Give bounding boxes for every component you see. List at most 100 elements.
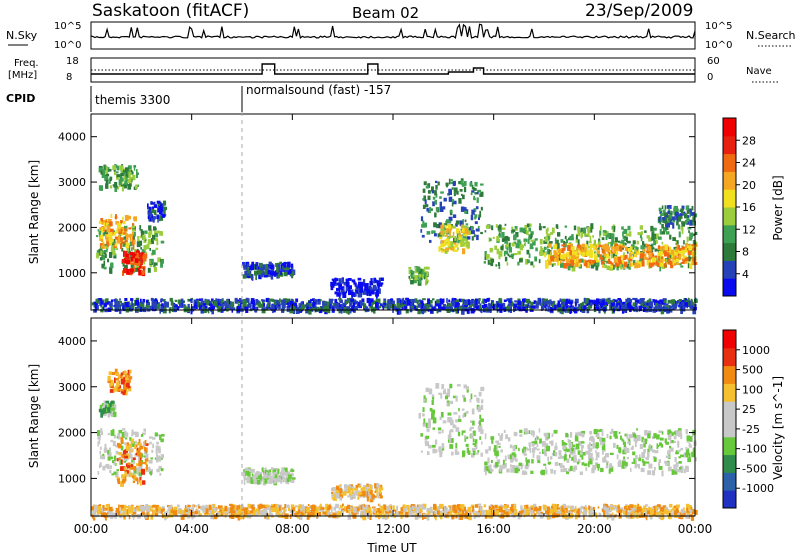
power-cell (460, 178, 464, 182)
velocity-cell (533, 430, 535, 436)
power-cell (664, 244, 668, 251)
velocity-cell (441, 383, 444, 390)
power-cell (340, 287, 344, 294)
power-cell (426, 207, 429, 212)
velocity-cell (656, 434, 660, 440)
velocity-cell (124, 466, 127, 471)
power-cell (114, 186, 118, 192)
power-cell (585, 299, 587, 305)
power-cell (370, 278, 373, 281)
velocity-cell (474, 443, 477, 448)
power-cell (126, 248, 130, 252)
power-cell (692, 240, 696, 245)
power-cell (514, 300, 518, 303)
power-cell (564, 235, 567, 240)
power-cell (494, 245, 498, 250)
power-cell (556, 247, 559, 251)
power-cell (261, 307, 266, 310)
velocity-cell (362, 491, 366, 497)
power-cell (565, 305, 569, 309)
power-cell (652, 227, 657, 231)
velocity-cell (536, 443, 539, 448)
power-cell (135, 256, 138, 259)
power-cell (99, 243, 103, 246)
power-cell (424, 199, 427, 205)
power-cell (645, 243, 648, 247)
power-cell (652, 308, 656, 313)
power-cell (659, 255, 662, 259)
power-cell (425, 185, 430, 189)
velocity-cell (102, 407, 106, 411)
power-cell (443, 307, 448, 310)
power-cell (560, 303, 564, 308)
power-cell (115, 164, 118, 169)
power-cell (131, 247, 133, 251)
station-title: Saskatoon (fitACF) (92, 1, 249, 21)
power-cell (287, 261, 291, 268)
power-cell (137, 301, 141, 305)
power-cell (194, 305, 198, 310)
power-cell (122, 216, 124, 221)
power-cell (601, 257, 604, 260)
velocity-cell (659, 442, 662, 446)
power-cell (683, 251, 686, 254)
power-cell (679, 248, 682, 251)
power-cell (665, 307, 669, 311)
power-cell (626, 240, 631, 244)
power-cell (119, 304, 121, 311)
power-cell (637, 249, 640, 254)
power-cell (131, 300, 133, 307)
velocity-cell (571, 457, 574, 461)
power-cell (111, 245, 115, 249)
power-cell (142, 298, 146, 303)
power-cell (123, 174, 126, 180)
velocity-cell (681, 467, 684, 473)
velocity-cell (616, 444, 619, 449)
power-cell (569, 243, 573, 247)
power-cell (113, 169, 116, 172)
power-cell (529, 243, 533, 250)
velocity-cell (510, 464, 512, 468)
power-cell (423, 181, 427, 186)
power-cell (444, 225, 447, 229)
velocity-cell (620, 507, 624, 512)
power-cell (163, 209, 166, 212)
power-cell (422, 298, 426, 301)
velocity-cell (526, 448, 531, 451)
velocity-cell (654, 450, 659, 454)
power-cell (625, 304, 628, 307)
power-cell (590, 251, 593, 255)
velocity-cell (98, 436, 101, 440)
velocity-cell (120, 504, 124, 511)
velocity-cell (554, 452, 558, 457)
power-cell (282, 265, 285, 271)
velocity-cell (613, 442, 616, 448)
power-cell (194, 301, 197, 307)
velocity-cell (251, 473, 254, 477)
power-cell (187, 298, 190, 302)
power-cell (541, 250, 545, 253)
power-cell (680, 308, 683, 314)
power-cell (135, 264, 140, 268)
power-cell (669, 219, 672, 224)
power-cell (499, 304, 503, 309)
velocity-cell (582, 452, 586, 456)
velocity-cell (98, 438, 101, 445)
power-cell (681, 213, 684, 216)
power-cell (364, 284, 368, 290)
power-cell (414, 298, 418, 303)
power-cell (557, 248, 562, 253)
velocity-cell (636, 428, 638, 431)
velocity-cell (537, 436, 539, 440)
power-cell (684, 298, 687, 303)
power-cell (201, 299, 203, 305)
power-cell (479, 304, 482, 310)
velocity-cell (652, 507, 657, 512)
power-cell (278, 305, 281, 310)
velocity-cell (550, 456, 553, 460)
power-cell (249, 308, 253, 311)
velocity-cell (462, 430, 466, 433)
velocity-cell (123, 376, 126, 382)
velocity-cell (592, 445, 595, 449)
power-cell (461, 298, 465, 303)
